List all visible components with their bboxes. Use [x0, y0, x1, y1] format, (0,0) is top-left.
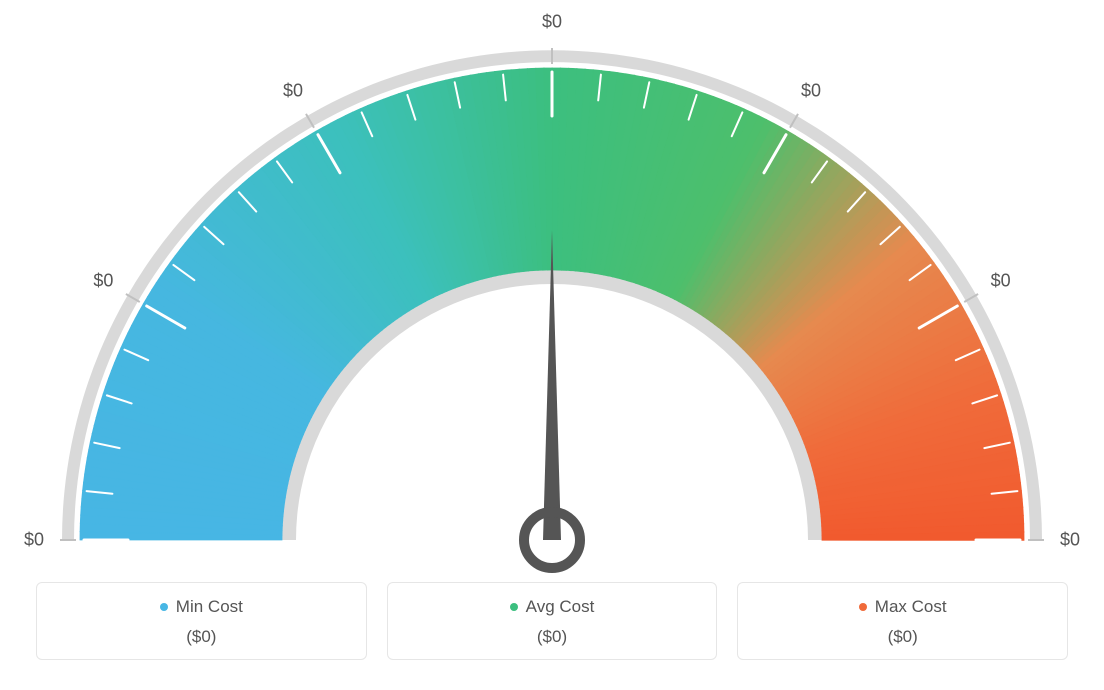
gauge-tick-label: $0 — [93, 271, 113, 292]
legend-value-avg: ($0) — [398, 627, 707, 647]
legend-dot-max — [859, 603, 867, 611]
gauge-svg — [0, 0, 1104, 575]
gauge-tick-label: $0 — [1060, 530, 1080, 551]
legend-value-min: ($0) — [47, 627, 356, 647]
legend-label-avg: Avg Cost — [526, 597, 595, 617]
legend-label-max: Max Cost — [875, 597, 947, 617]
legend-title-min: Min Cost — [160, 597, 243, 617]
legend-row: Min Cost ($0) Avg Cost ($0) Max Cost ($0… — [36, 582, 1068, 660]
legend-value-max: ($0) — [748, 627, 1057, 647]
legend-title-max: Max Cost — [859, 597, 947, 617]
gauge-tick-label: $0 — [991, 271, 1011, 292]
gauge-tick-label: $0 — [801, 81, 821, 102]
legend-dot-min — [160, 603, 168, 611]
legend-title-avg: Avg Cost — [510, 597, 595, 617]
gauge-tick-label: $0 — [542, 12, 562, 33]
legend-label-min: Min Cost — [176, 597, 243, 617]
legend-card-min: Min Cost ($0) — [36, 582, 367, 660]
legend-dot-avg — [510, 603, 518, 611]
gauge-tick-label: $0 — [24, 530, 44, 551]
gauge-chart: $0 $0 $0 $0 $0 $0 $0 — [0, 0, 1104, 575]
legend-card-avg: Avg Cost ($0) — [387, 582, 718, 660]
legend-card-max: Max Cost ($0) — [737, 582, 1068, 660]
gauge-tick-label: $0 — [283, 81, 303, 102]
